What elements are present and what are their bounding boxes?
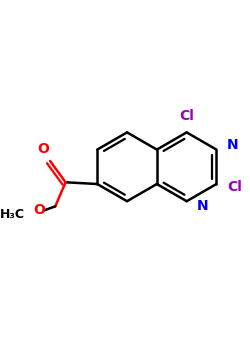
Text: O: O — [34, 203, 46, 217]
Text: Cl: Cl — [179, 108, 194, 122]
Text: H₃C: H₃C — [0, 209, 24, 222]
Text: Cl: Cl — [227, 180, 242, 194]
Text: O: O — [38, 142, 50, 156]
Text: N: N — [196, 199, 208, 213]
Text: N: N — [226, 138, 238, 152]
